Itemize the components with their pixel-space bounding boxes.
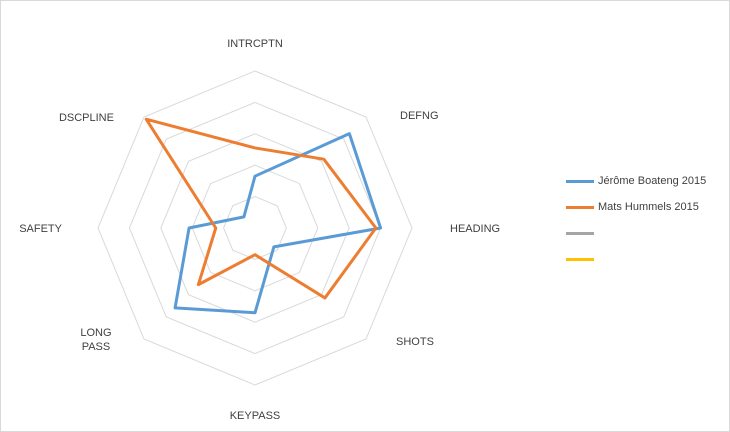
legend-item: Jérôme Boateng 2015 xyxy=(566,168,706,194)
axis-labels: INTRCPTN DEFNG HEADING SHOTS KEYPASS LONG PASS… xyxy=(19,38,500,422)
legend-label: Mats Hummels 2015 xyxy=(598,201,699,213)
legend-swatch xyxy=(566,231,594,235)
legend-item xyxy=(566,220,706,246)
radar-series xyxy=(144,117,383,315)
legend-swatch xyxy=(566,257,594,261)
grid-ring xyxy=(223,196,287,260)
series-line xyxy=(173,132,383,315)
legend-label: Jérôme Boateng 2015 xyxy=(598,175,707,187)
grid-ring xyxy=(160,133,350,323)
axis-label: INTRCPTN xyxy=(227,38,283,50)
legend: Jérôme Boateng 2015 Mats Hummels 2015 xyxy=(566,168,706,272)
axis-label: HEADING xyxy=(450,223,500,235)
legend-item xyxy=(566,246,706,272)
grid-ring xyxy=(191,164,319,292)
legend-swatch xyxy=(566,205,594,209)
axis-label: DSCPLINE xyxy=(59,112,114,124)
legend-swatch xyxy=(566,179,594,183)
axis-label: SHOTS xyxy=(396,336,434,348)
grid-ring xyxy=(128,101,382,355)
radar-grid xyxy=(97,70,413,386)
axis-label: DEFNG xyxy=(400,110,439,122)
grid-ring xyxy=(97,70,413,386)
axis-label: SAFETY xyxy=(19,223,62,235)
axis-label: LONG PASS xyxy=(80,327,111,353)
axis-label: KEYPASS xyxy=(230,410,281,422)
legend-item: Mats Hummels 2015 xyxy=(566,194,706,220)
series-line xyxy=(144,117,378,300)
